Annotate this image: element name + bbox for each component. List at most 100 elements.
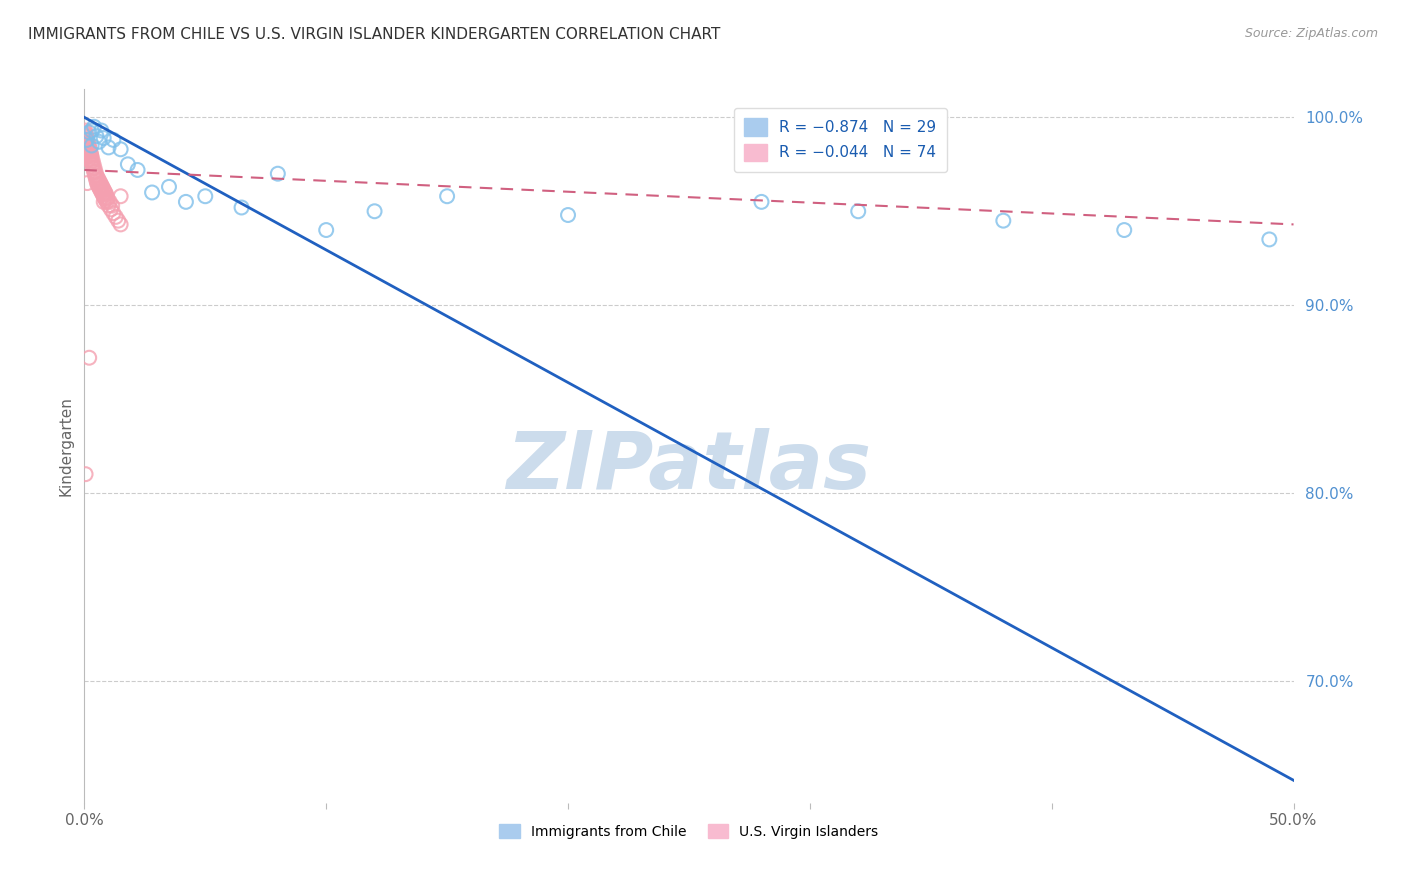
Point [80,155,103,169]
Point [77,351,100,365]
Text: ZIPatlas: ZIPatlas [506,428,872,507]
Point [93,184,115,198]
Point [127,163,149,178]
Point [80,148,103,162]
Point [84,165,107,179]
Point [75,133,97,147]
Point [231,201,253,215]
Point [94,186,117,200]
Point [75,128,97,142]
Point [82,153,104,168]
Point [89,176,111,190]
Point [84,169,107,183]
Point [87,135,110,149]
Point [79,146,101,161]
Text: IMMIGRANTS FROM CHILE VS U.S. VIRGIN ISLANDER KINDERGARTEN CORRELATION CHART: IMMIGRANTS FROM CHILE VS U.S. VIRGIN ISL… [28,27,720,42]
Point [104,210,127,224]
Point [75,135,97,149]
Point [93,131,115,145]
Point [80,150,103,164]
Point [110,189,132,203]
Point [89,182,111,196]
Point [76,176,98,190]
Point [110,142,132,156]
Point [1114,223,1136,237]
Point [77,136,100,151]
Point [174,194,197,209]
Point [846,204,869,219]
Point [82,161,104,175]
Text: Source: ZipAtlas.com: Source: ZipAtlas.com [1244,27,1378,40]
Point [76,140,98,154]
Point [79,150,101,164]
Point [103,206,125,220]
Point [79,144,101,158]
Point [141,186,163,200]
Point [94,193,117,207]
Point [80,153,103,168]
Point [93,189,115,203]
Point [79,142,101,156]
Point [557,208,579,222]
Point [73,125,96,139]
Point [90,184,112,198]
Point [91,187,114,202]
Point [87,179,110,194]
Point [97,199,120,213]
Point [76,138,98,153]
Point [98,194,121,209]
Point [101,199,124,213]
Point [90,186,112,200]
Point [96,194,118,209]
Point [97,140,120,154]
Point [77,138,100,153]
Point [83,165,105,179]
Point [83,157,105,171]
Point [110,218,132,232]
Point [79,152,101,166]
Point [91,179,114,194]
Point [75,467,97,482]
Point [94,187,117,202]
Point [86,169,108,183]
Point [93,191,115,205]
Point [84,172,107,186]
Point [93,194,115,209]
Point [267,167,290,181]
Point [75,123,97,137]
Point [77,125,100,139]
Point [76,133,98,147]
Point [80,123,103,137]
Point [751,194,773,209]
Legend: Immigrants from Chile, U.S. Virgin Islanders: Immigrants from Chile, U.S. Virgin Islan… [492,817,886,846]
Point [86,170,108,185]
Point [83,161,105,175]
Point [103,133,125,147]
Point [1258,232,1281,246]
Point [157,179,180,194]
Point [89,174,111,188]
Point [76,133,98,147]
Point [77,146,100,161]
Point [77,144,100,158]
Point [80,138,103,153]
Point [97,191,120,205]
Point [315,223,337,237]
Point [436,189,458,203]
Point [76,131,98,145]
Point [194,189,217,203]
Point [87,172,110,186]
Point [77,140,100,154]
Point [363,204,385,219]
Point [76,136,98,151]
Point [83,120,105,134]
Point [993,213,1015,227]
Point [75,129,97,144]
Point [86,176,108,190]
Point [90,123,112,137]
Point [87,178,110,192]
Point [76,135,98,149]
Point [100,202,122,217]
Y-axis label: Kindergarten: Kindergarten [58,396,73,496]
Point [107,213,129,227]
